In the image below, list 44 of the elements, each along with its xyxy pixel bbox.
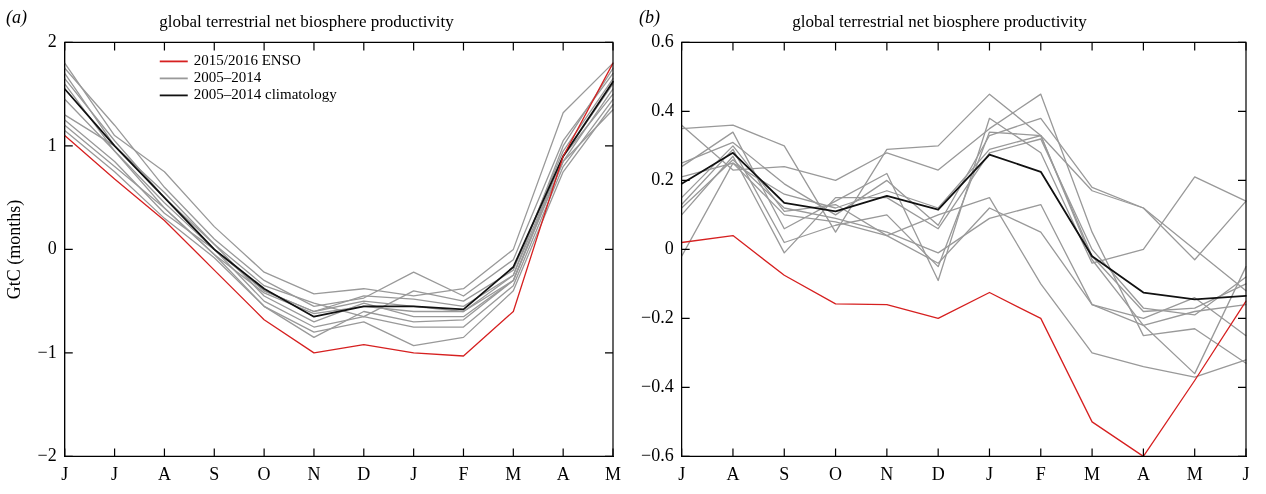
y-tick-label: −0.2: [641, 307, 674, 328]
x-tick-label: J: [61, 463, 69, 484]
x-tick-label: F: [458, 463, 469, 484]
y-tick-label: −0.4: [641, 376, 674, 397]
legend-label: 2015/2016 ENSO: [193, 52, 302, 69]
y-tick-label: −2: [37, 445, 57, 466]
x-tick-label: J: [985, 463, 993, 484]
y-tick-label: −1: [37, 341, 57, 362]
x-tick-label: N: [880, 463, 894, 484]
x-tick-label: A: [157, 463, 171, 484]
y-tick-label: 0: [664, 238, 674, 259]
chart-title: global terrestrial net biosphere productivity: [159, 11, 455, 31]
y-tick-label: 0.2: [651, 169, 674, 190]
x-tick-label: M: [505, 463, 522, 484]
y-axis-title: GtC (months): [3, 199, 25, 300]
y-tick-label: −0.6: [641, 445, 674, 466]
legend-label: 2005–2014: [193, 69, 262, 86]
x-tick-label: D: [931, 463, 945, 484]
x-tick-label: J: [678, 463, 686, 484]
x-tick-label: M: [1084, 463, 1101, 484]
x-tick-label: A: [1136, 463, 1150, 484]
x-tick-label: J: [111, 463, 119, 484]
y-tick-label: 0.4: [651, 100, 674, 121]
x-tick-label: M: [604, 463, 622, 484]
y-tick-label: 0: [47, 238, 57, 259]
y-tick-label: 2: [47, 31, 57, 52]
x-tick-label: J: [410, 463, 418, 484]
text: (a): [6, 6, 27, 28]
y-tick-label: 0.6: [651, 31, 674, 52]
x-tick-label: A: [726, 463, 740, 484]
y-tick-label: 1: [47, 134, 57, 155]
x-tick-label: S: [779, 463, 790, 484]
x-tick-label: D: [357, 463, 371, 484]
x-tick-label: O: [257, 463, 271, 484]
x-tick-label: S: [209, 463, 220, 484]
x-tick-label: N: [307, 463, 321, 484]
x-tick-label: O: [829, 463, 843, 484]
x-tick-label: F: [1035, 463, 1046, 484]
chart-title: global terrestrial net biosphere productivity: [792, 11, 1088, 31]
x-tick-label: A: [556, 463, 570, 484]
x-tick-label: M: [1186, 463, 1203, 484]
x-tick-label: J: [1242, 463, 1250, 484]
text: (b): [639, 6, 660, 28]
legend-label: 2005–2014 climatology: [193, 86, 338, 103]
